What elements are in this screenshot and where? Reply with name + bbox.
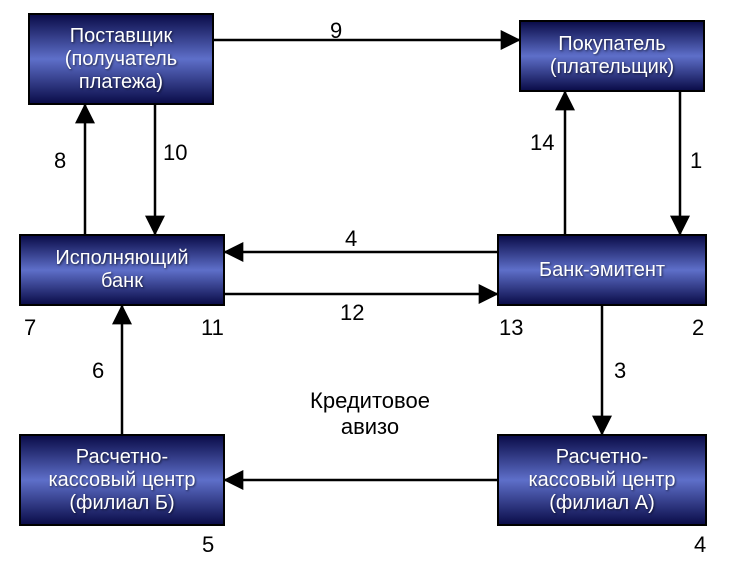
node-rkc-b: Расчетно- кассовый центр (филиал Б) — [19, 434, 225, 526]
edge-label-0: 9 — [330, 18, 342, 44]
corner-label-2: 13 — [499, 315, 523, 341]
node-label: Расчетно- кассовый центр (филиал Б) — [48, 446, 195, 515]
node-label: Расчетно- кассовый центр (филиал А) — [528, 446, 675, 515]
corner-label-5: 4 — [694, 532, 706, 558]
edge-label-6: 12 — [340, 300, 364, 326]
edge-label-8: 3 — [614, 358, 626, 384]
node-issuer: Банк-эмитент — [497, 234, 707, 306]
node-label: Покупатель (плательщик) — [550, 33, 674, 79]
center-label: Кредитовое авизо — [270, 388, 470, 440]
node-label: Исполняющий банк — [55, 247, 188, 293]
edge-label-7: 6 — [92, 358, 104, 384]
corner-label-0: 7 — [24, 315, 36, 341]
node-supplier: Поставщик (получатель платежа) — [28, 13, 214, 105]
edge-label-2: 10 — [163, 140, 187, 166]
corner-label-3: 2 — [692, 315, 704, 341]
corner-label-1: 11 — [201, 315, 224, 341]
node-buyer: Покупатель (плательщик) — [519, 20, 705, 92]
node-label: Банк-эмитент — [539, 259, 665, 282]
node-execbank: Исполняющий банк — [19, 234, 225, 306]
edge-label-1: 8 — [54, 148, 66, 174]
node-label: Поставщик (получатель платежа) — [65, 25, 177, 94]
edge-label-5: 4 — [345, 226, 357, 252]
node-rkc-a: Расчетно- кассовый центр (филиал А) — [497, 434, 707, 526]
edge-label-4: 1 — [690, 148, 702, 174]
diagram-stage: Поставщик (получатель платежа) Покупател… — [0, 0, 729, 567]
edge-label-3: 14 — [530, 130, 554, 156]
corner-label-4: 5 — [202, 532, 214, 558]
